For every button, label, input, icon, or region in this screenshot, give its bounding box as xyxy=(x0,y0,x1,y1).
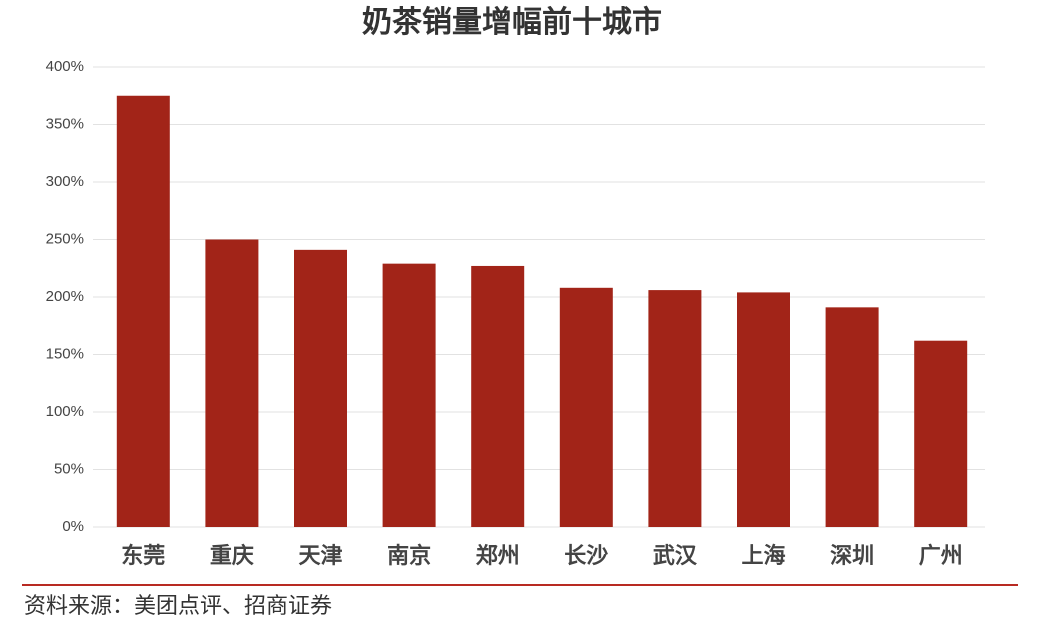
bar xyxy=(914,340,968,527)
y-tick-label: 50% xyxy=(54,460,84,477)
bar xyxy=(294,249,347,527)
x-tick-label: 广州 xyxy=(919,543,963,569)
y-tick-label: 250% xyxy=(46,230,84,247)
x-tick-label: 上海 xyxy=(741,543,785,569)
bar xyxy=(205,239,259,527)
x-tick-label: 天津 xyxy=(298,543,342,569)
y-tick-label: 400% xyxy=(46,58,84,75)
bar xyxy=(116,95,170,527)
x-tick-label: 武汉 xyxy=(653,543,698,569)
x-tick-label: 深圳 xyxy=(830,543,874,569)
x-tick-label: 郑州 xyxy=(476,543,520,569)
bar xyxy=(471,265,525,527)
bar xyxy=(737,292,790,527)
y-tick-label: 350% xyxy=(46,115,84,132)
y-tick-label: 300% xyxy=(46,173,84,190)
bar xyxy=(648,290,702,527)
y-tick-label: 100% xyxy=(46,403,84,420)
x-tick-label: 东莞 xyxy=(121,543,165,569)
bar xyxy=(559,287,613,527)
x-tick-label: 重庆 xyxy=(210,543,254,569)
x-tick-label: 南京 xyxy=(387,543,431,569)
bar xyxy=(382,263,436,527)
x-tick-label: 长沙 xyxy=(564,543,608,569)
chart-title: 奶茶销量增幅前十城市 xyxy=(362,5,662,40)
y-tick-label: 0% xyxy=(62,518,84,535)
y-tick-label: 200% xyxy=(46,288,84,305)
source-note: 资料来源：美团点评、招商证券 xyxy=(24,594,332,619)
bar xyxy=(825,307,879,527)
y-tick-label: 150% xyxy=(46,345,84,362)
